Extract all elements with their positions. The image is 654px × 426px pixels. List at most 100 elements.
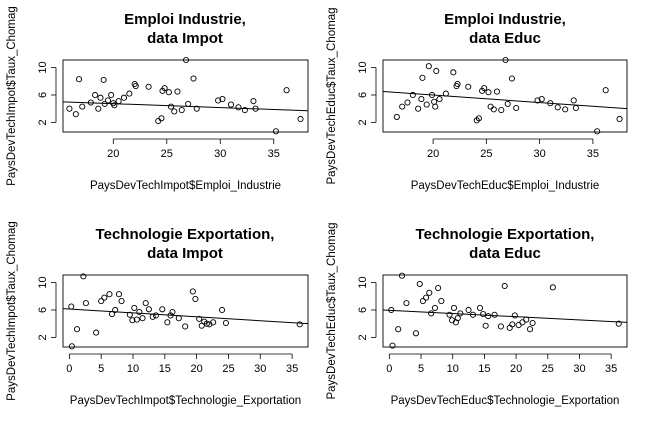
data-point <box>108 91 115 99</box>
data-point <box>481 85 488 92</box>
data-point <box>428 91 436 99</box>
data-point <box>419 298 426 305</box>
data-point <box>169 308 176 316</box>
data-point <box>454 315 461 322</box>
data-point <box>145 306 152 313</box>
data-point <box>203 320 210 327</box>
data-point <box>508 75 515 82</box>
data-point <box>174 88 181 95</box>
data-point <box>570 97 577 104</box>
data-point <box>572 104 579 112</box>
y-tick-label: 10 <box>357 276 369 288</box>
x-axis-label: PaysDevTechImpot$Technologie_Exportation <box>70 395 301 407</box>
trend-line <box>63 101 308 112</box>
chart-title-line: Emploi Industrie, <box>124 11 246 28</box>
data-point <box>469 311 477 318</box>
data-point <box>193 105 200 112</box>
data-point <box>465 83 472 90</box>
data-point <box>404 99 411 106</box>
data-point <box>132 83 139 90</box>
data-point <box>68 343 75 350</box>
data-point <box>602 87 609 94</box>
x-tick-label: 35 <box>605 363 617 375</box>
chart-title-line: data Educ <box>469 245 541 262</box>
data-point <box>115 98 122 105</box>
data-point <box>108 311 116 318</box>
data-point <box>145 83 152 90</box>
data-point <box>431 98 438 105</box>
data-point <box>491 311 498 318</box>
y-tick-label: 6 <box>357 307 369 313</box>
data-point <box>395 326 402 333</box>
data-point <box>126 90 133 97</box>
data-point <box>415 105 422 112</box>
scatter-panel: Technologie Exportation, data Impot 0 5 10 15… <box>6 221 309 407</box>
data-point <box>493 88 501 95</box>
data-point <box>511 312 518 319</box>
trend-line <box>63 308 308 325</box>
data-point <box>222 319 229 327</box>
data-point <box>120 94 128 101</box>
data-point <box>594 128 601 135</box>
y-tick-label: 2 <box>357 334 369 340</box>
data-point <box>133 316 140 323</box>
chart-title-line: data Impot <box>147 245 223 262</box>
data-point <box>219 306 226 314</box>
data-point <box>175 315 182 322</box>
data-point <box>87 99 94 106</box>
y-tick-label: 6 <box>37 92 49 98</box>
data-point <box>423 101 430 108</box>
data-point <box>534 97 541 104</box>
data-point <box>66 105 73 112</box>
y-tick-label: 10 <box>357 61 369 73</box>
plot-frame <box>382 274 628 348</box>
data-point <box>487 103 494 110</box>
data-point <box>129 317 136 324</box>
y-axis-label: PaysDevTechImpot$Taux_Chomag <box>6 6 18 186</box>
data-point <box>158 115 165 122</box>
data-point <box>136 308 143 316</box>
x-tick-label: 5 <box>98 363 104 375</box>
x-tick-label: 10 <box>127 363 139 375</box>
data-point <box>425 63 432 70</box>
chart-title-line: Technologie Exportation, <box>96 226 275 243</box>
data-point <box>159 306 166 313</box>
x-tick-label: 20 <box>510 363 522 375</box>
x-tick-label: 20 <box>427 148 439 160</box>
data-point <box>482 322 489 329</box>
data-point <box>399 103 406 110</box>
scatter-panel: Emploi Industrie, data Educ 20 25 30 35 2 6 10 Pa… <box>326 7 628 192</box>
data-point <box>450 69 457 76</box>
data-point <box>398 272 406 279</box>
y-tick-label: 6 <box>357 92 369 98</box>
data-point <box>616 115 623 123</box>
data-point <box>101 294 108 301</box>
data-point <box>182 323 189 330</box>
data-point <box>457 310 464 317</box>
data-point <box>412 330 420 337</box>
y-tick-label: 2 <box>37 334 49 340</box>
data-point <box>92 91 99 99</box>
x-tick-label: 25 <box>480 148 492 160</box>
data-point <box>296 321 303 328</box>
data-point <box>115 291 123 298</box>
data-point <box>529 319 536 327</box>
data-point <box>450 304 458 311</box>
x-tick-label: 35 <box>268 148 280 160</box>
x-tick-label: 0 <box>386 363 392 375</box>
data-point <box>118 298 125 305</box>
plot-frame <box>382 59 628 133</box>
data-point <box>465 306 472 314</box>
x-tick-label: 15 <box>159 363 171 375</box>
y-tick-label: 10 <box>37 61 49 73</box>
trend-line <box>383 309 627 323</box>
data-point <box>235 104 242 111</box>
x-tick-label: 0 <box>66 363 72 375</box>
data-point <box>416 280 423 287</box>
data-point <box>475 115 482 122</box>
x-axis-label: PaysDevTechImpot$Emploi_Industrie <box>90 180 281 192</box>
data-point <box>79 103 86 110</box>
data-point <box>182 56 190 64</box>
data-point <box>513 104 520 112</box>
